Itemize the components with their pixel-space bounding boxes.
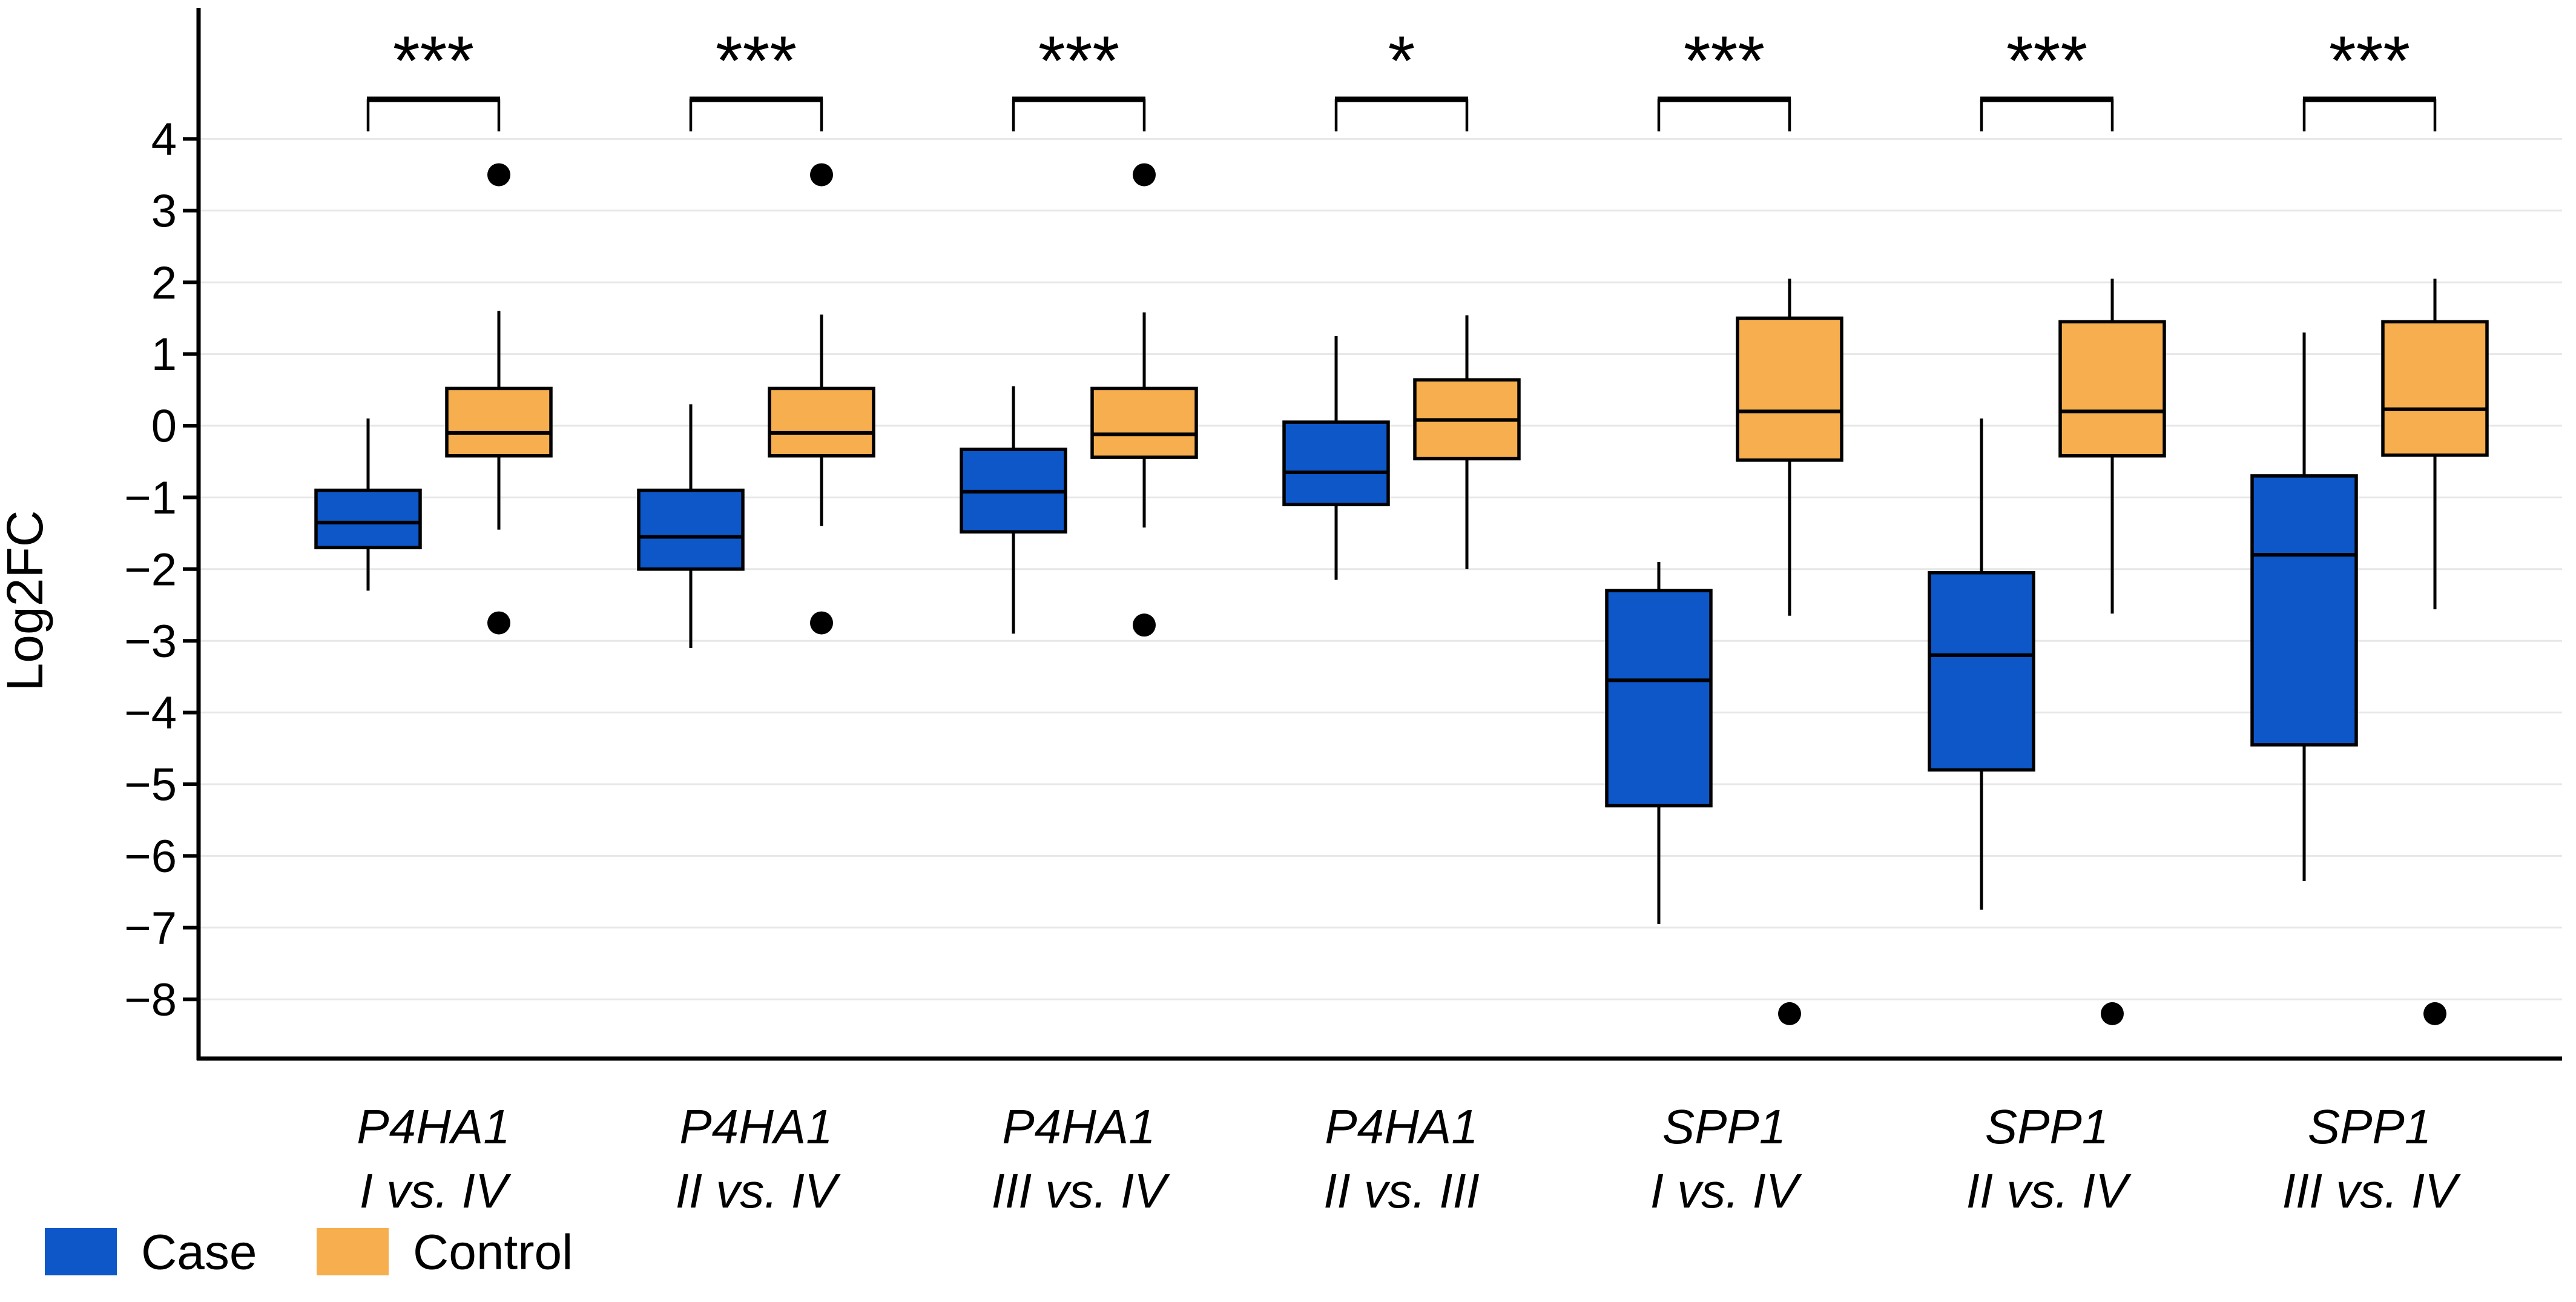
y-tick-label: −2	[124, 544, 177, 595]
y-tick-label: −5	[124, 759, 177, 811]
significance-stars: ***	[393, 22, 474, 100]
axes	[183, 8, 2562, 1061]
x-tick-label-gene: SPP1	[1662, 1100, 1787, 1154]
y-tick-label: 1	[151, 329, 177, 380]
x-tick-label-comparison: II vs. IV	[1966, 1164, 2132, 1218]
legend-swatch-case	[45, 1228, 117, 1275]
control-box	[2058, 320, 2166, 458]
control-outlier-dot	[810, 611, 833, 635]
y-tick-label: −3	[124, 616, 177, 667]
x-tick-label-comparison: II vs. III	[1323, 1164, 1480, 1218]
x-tick-label-comparison: III vs. IV	[992, 1164, 1171, 1218]
case-box	[1605, 589, 1713, 808]
x-tick-label-comparison: I vs. IV	[1650, 1164, 1802, 1218]
control-box	[768, 386, 875, 458]
x-tick-label-gene: P4HA1	[1002, 1100, 1155, 1154]
x-tick-label-comparison: I vs. IV	[360, 1164, 512, 1218]
gridlines	[199, 137, 2562, 1000]
box-group	[1605, 96, 1843, 1025]
control-outlier-dot	[2423, 1002, 2446, 1025]
control-box	[1090, 386, 1198, 459]
x-tick-label-gene: P4HA1	[679, 1100, 832, 1154]
y-tick-label: −1	[124, 472, 177, 524]
x-tick-label-gene: SPP1	[2308, 1100, 2432, 1154]
box-group	[314, 96, 553, 635]
y-tick-label: −4	[124, 687, 177, 739]
control-box	[445, 386, 553, 458]
control-outlier-dot	[1133, 613, 1156, 637]
legend-label-control: Control	[413, 1225, 573, 1280]
significance-stars: ***	[1684, 22, 1765, 100]
box-group	[1282, 96, 1521, 580]
case-box	[1282, 420, 1390, 506]
legend-swatch-control	[317, 1228, 389, 1275]
significance-stars: ***	[716, 22, 797, 100]
control-outlier-dot	[487, 611, 510, 635]
legend-label-case: Case	[141, 1225, 257, 1280]
box-group	[960, 96, 1198, 637]
control-outlier-dot	[1778, 1002, 1801, 1025]
box-group	[2250, 96, 2489, 1025]
x-tick-label-comparison: II vs. IV	[676, 1164, 841, 1218]
significance-stars: *	[1388, 22, 1415, 100]
control-outlier-dot	[1133, 163, 1156, 187]
control-box	[1736, 316, 1843, 462]
significance-stars: ***	[2006, 22, 2087, 100]
y-tick-label: −7	[124, 902, 177, 954]
case-box	[2250, 474, 2358, 747]
x-tick-label-gene: P4HA1	[1325, 1100, 1478, 1154]
case-box	[314, 488, 422, 550]
y-tick-label: 0	[151, 401, 177, 452]
control-outlier-dot	[810, 163, 833, 187]
control-outlier-dot	[2101, 1002, 2124, 1025]
legend	[45, 1228, 389, 1275]
y-tick-label: 3	[151, 185, 177, 237]
y-tick-label: −6	[124, 831, 177, 882]
significance-stars: ***	[1038, 22, 1119, 100]
control-box	[2381, 320, 2489, 457]
y-tick-label: 4	[151, 114, 177, 165]
box-group	[1928, 96, 2166, 1025]
x-tick-label-gene: P4HA1	[357, 1100, 510, 1154]
case-box	[1928, 570, 2035, 772]
y-tick-label: −8	[124, 974, 177, 1026]
x-tick-label-gene: SPP1	[1985, 1100, 2109, 1154]
box-group	[637, 96, 875, 649]
y-axis-title: Log2FC	[0, 511, 53, 692]
case-box	[637, 488, 745, 571]
control-outlier-dot	[487, 163, 510, 187]
x-tick-label-comparison: III vs. IV	[2282, 1164, 2462, 1218]
significance-stars: ***	[2329, 22, 2410, 100]
y-tick-label: 2	[151, 257, 177, 309]
